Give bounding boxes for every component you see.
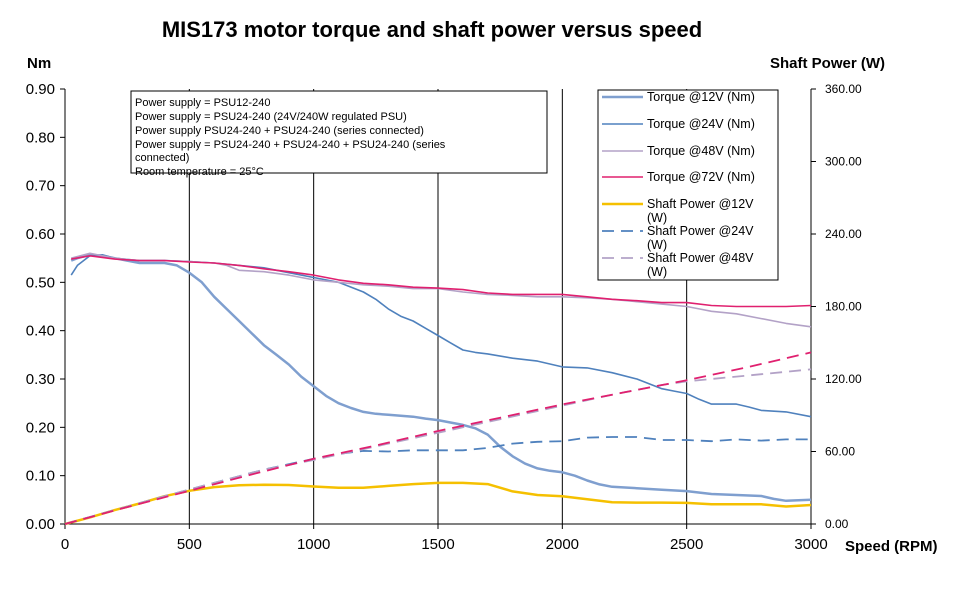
y-right-tick-label: 360.00 [825,82,862,96]
legend-items: Torque @12V (Nm) Torque @24V (Nm) Torque @… [602,90,755,279]
note-line-4: Power supply = PSU24-240 + PSU24-240 + P… [135,139,446,151]
left-axis-label: Nm [27,55,51,72]
x-tick-label: 500 [177,536,202,553]
legend-label-line: Shaft Power @24V [647,224,754,238]
y-right-tick-label: 120.00 [825,372,862,386]
legend-label: Shaft Power @24V (W) [647,224,754,252]
legend-frame [597,89,779,281]
x-tick-label: 3000 [794,536,827,553]
right-axis-label: Shaft Power (W) [770,55,885,72]
note-line-2: Power supply = PSU24-240 (24V/240W regul… [135,111,407,123]
note-line-6: Room temperature = 25°C [135,166,264,178]
y-left-tick-label: 0.40 [26,323,55,340]
legend-label-line: (W) [647,265,667,279]
legend-label: Shaft Power @12V (W) [647,197,754,225]
legend-label-line: Shaft Power @12V [647,197,754,211]
legend-label: Torque @12V (Nm) [647,90,755,104]
note-line-5: connected) [135,152,189,164]
y-left-tick-label: 0.60 [26,226,55,243]
y-right-tick-label: 240.00 [825,227,862,241]
notes-box-frame [130,90,548,174]
legend: Torque @12V (Nm) Torque @24V (Nm) Torque @… [597,89,779,281]
y-right-tick-label: 0.00 [825,517,849,531]
legend-label: Torque @72V (Nm) [647,170,755,184]
series-line-6 [64,368,812,525]
note-line-3: Power supply PSU24-240 + PSU24-240 (seri… [135,125,424,137]
y-right-tick-label: 300.00 [825,155,862,169]
y-left-tick-label: 0.20 [26,419,55,436]
x-tick-label: 0 [61,536,69,553]
legend-label: Shaft Power @48V (W) [647,251,754,279]
chart-title: MIS173 motor torque and shaft power vers… [162,17,702,42]
data-series [64,252,812,526]
y-left-tick-label: 0.50 [26,274,55,291]
notes-box: Power supply = PSU12-240 Power supply = … [130,90,548,178]
legend-label-line: Shaft Power @48V [647,251,754,265]
axes [60,88,816,529]
legend-label-line: (W) [647,238,667,252]
legend-label: Torque @24V (Nm) [647,117,755,131]
y-left-tick-label: 0.00 [26,516,55,533]
x-axis-label: Speed (RPM) [845,538,938,555]
series-line-4 [64,481,812,526]
note-line-1: Power supply = PSU12-240 [135,97,270,109]
y-left-tick-label: 0.30 [26,371,55,388]
x-tick-label: 1500 [421,536,454,553]
y-left-tick-label: 0.90 [26,81,55,98]
y-left-tick-label: 0.70 [26,178,55,195]
y-left-tick-label: 0.10 [26,468,55,485]
y-right-tick-label: 60.00 [825,445,855,459]
y-right-tick-label: 180.00 [825,300,862,314]
legend-label-line: (W) [647,211,667,225]
tick-labels: 0 500 1000 1500 2000 2500 3000 0.00 0.10 0.20 0.30… [26,81,862,553]
x-tick-label: 2500 [670,536,703,553]
x-tick-label: 1000 [297,536,330,553]
y-left-tick-label: 0.80 [26,129,55,146]
series-line-3 [71,255,812,308]
x-tick-label: 2000 [546,536,579,553]
legend-label: Torque @48V (Nm) [647,144,755,158]
series-line-7 [64,351,812,525]
series-line-0 [70,253,812,503]
